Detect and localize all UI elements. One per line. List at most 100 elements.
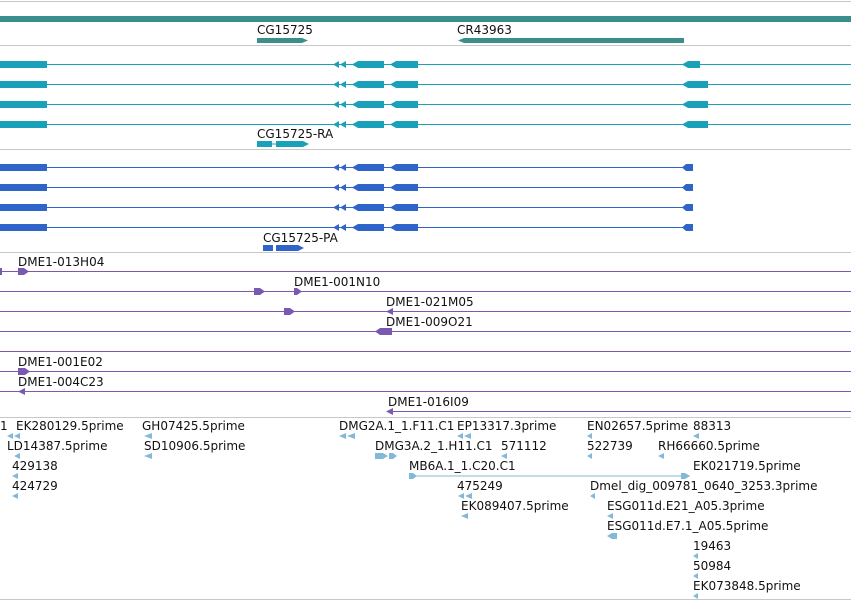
est-label[interactable]: 475249 bbox=[457, 479, 503, 493]
est-label[interactable]: GH07425.5prime bbox=[142, 419, 245, 433]
clone-label-dme1-016i09[interactable]: DME1-016I09 bbox=[388, 395, 469, 409]
clone-label-dme1-001e02[interactable]: DME1-001E02 bbox=[18, 355, 103, 369]
cds bbox=[340, 184, 346, 191]
est-label[interactable]: MB6A.1_1.C20.C1 bbox=[409, 459, 516, 473]
clone-block bbox=[386, 408, 393, 415]
est-label[interactable]: 88313 bbox=[693, 419, 731, 433]
cds bbox=[682, 204, 693, 211]
rna-label-cg15725-ra[interactable]: CG15725-RA bbox=[257, 127, 334, 141]
est-label[interactable]: ESG011d.E21_A05.3prime bbox=[607, 499, 765, 513]
clone-feature[interactable]: DME1-009O21 bbox=[0, 315, 851, 335]
gene-span-bar[interactable] bbox=[0, 16, 851, 22]
protein-track: CG15725-PA bbox=[0, 164, 693, 251]
exon bbox=[352, 61, 384, 68]
cds bbox=[0, 184, 47, 191]
est-label[interactable]: DMG2A.1_1.F11.C1 bbox=[339, 419, 454, 433]
est-marker bbox=[464, 433, 471, 439]
protein-label-cg15725-pa[interactable]: CG15725-PA bbox=[263, 231, 339, 245]
est-marker bbox=[681, 473, 690, 479]
cds bbox=[390, 224, 418, 231]
est-label[interactable]: EK021719.5prime bbox=[693, 459, 801, 473]
clone-feature[interactable]: DME1-016I09 bbox=[386, 395, 851, 415]
est-label[interactable]: 19463 bbox=[693, 539, 731, 553]
est-marker bbox=[693, 433, 699, 439]
cds bbox=[263, 245, 273, 251]
est-label[interactable]: 571112 bbox=[501, 439, 547, 453]
protein-model[interactable] bbox=[0, 224, 693, 231]
exon bbox=[682, 101, 708, 108]
cds bbox=[390, 184, 418, 191]
est-label[interactable]: EK280129.5prime bbox=[16, 419, 124, 433]
est-marker bbox=[457, 433, 463, 439]
rna-transcript[interactable] bbox=[0, 121, 851, 128]
exon bbox=[390, 121, 418, 128]
gene-cg15725-bar[interactable] bbox=[257, 38, 308, 43]
est-label[interactable]: EK089407.5prime bbox=[461, 499, 569, 513]
est-marker bbox=[144, 453, 152, 459]
est-label[interactable]: 429138 bbox=[12, 459, 58, 473]
protein-model[interactable] bbox=[0, 164, 693, 171]
clone-block bbox=[18, 388, 25, 395]
est-marker bbox=[339, 433, 346, 439]
cds bbox=[390, 204, 418, 211]
est-marker bbox=[7, 433, 13, 439]
est-label[interactable]: EK073848.5prime bbox=[693, 579, 801, 593]
clone-feature[interactable]: DME1-021M05 bbox=[0, 295, 851, 315]
rna-transcript[interactable] bbox=[0, 61, 851, 68]
exon bbox=[682, 61, 700, 68]
est-marker bbox=[347, 433, 355, 439]
gene-cr43963-bar[interactable] bbox=[458, 38, 684, 43]
rna-transcript[interactable] bbox=[0, 101, 851, 108]
clone-feature[interactable]: DME1-004C23 bbox=[0, 375, 851, 395]
est-label[interactable]: SD10906.5prime bbox=[144, 439, 245, 453]
exon bbox=[352, 81, 384, 88]
clone-block bbox=[284, 308, 295, 315]
est-label[interactable]: 50984 bbox=[693, 559, 731, 573]
exon bbox=[333, 61, 339, 68]
clone-label-dme1-001n10[interactable]: DME1-001N10 bbox=[294, 275, 380, 289]
est-label[interactable]: Dmel_dig_009781_0640_3253.3prime bbox=[590, 479, 818, 493]
est-marker bbox=[693, 553, 698, 559]
est-label[interactable]: DMG3A.2_1.H11.C1 bbox=[375, 439, 493, 453]
exon bbox=[333, 81, 339, 88]
est-marker bbox=[607, 533, 617, 539]
clone-label-dme1-004c23[interactable]: DME1-004C23 bbox=[18, 375, 104, 389]
gene-label-cr43963[interactable]: CR43963 bbox=[457, 23, 512, 37]
cds bbox=[340, 224, 346, 231]
gene-label-cg15725[interactable]: CG15725 bbox=[257, 23, 313, 37]
exon bbox=[340, 81, 346, 88]
exon bbox=[276, 141, 309, 147]
est-label[interactable]: 1 bbox=[0, 419, 8, 433]
clone-block bbox=[294, 288, 302, 295]
est-label[interactable]: LD14387.5prime bbox=[7, 439, 108, 453]
est-label[interactable]: 424729 bbox=[12, 479, 58, 493]
clone-block bbox=[18, 268, 29, 275]
est-label[interactable]: EP13317.3prime bbox=[457, 419, 556, 433]
est-marker bbox=[375, 453, 388, 459]
cds bbox=[682, 164, 693, 171]
est-label[interactable]: EN02657.5prime bbox=[587, 419, 688, 433]
clone-feature[interactable]: DME1-001E02 bbox=[0, 355, 851, 375]
clone-label-dme1-013h04[interactable]: DME1-013H04 bbox=[18, 255, 104, 269]
clone-feature[interactable]: DME1-013H04 bbox=[0, 255, 851, 275]
est-marker bbox=[458, 493, 464, 499]
clone-feature[interactable]: DME1-001N10 bbox=[0, 275, 851, 295]
clone-label-dme1-009o21[interactable]: DME1-009O21 bbox=[386, 315, 473, 329]
cds bbox=[0, 224, 47, 231]
est-label[interactable]: RH66660.5prime bbox=[658, 439, 760, 453]
est-marker bbox=[693, 573, 698, 579]
cds bbox=[0, 164, 47, 171]
est-label[interactable]: 522739 bbox=[587, 439, 633, 453]
est-label[interactable]: ESG011d.E7.1_A05.5prime bbox=[607, 519, 768, 533]
exon bbox=[257, 141, 272, 147]
protein-model-cg15725-pa[interactable] bbox=[263, 245, 304, 251]
est-marker bbox=[409, 473, 417, 479]
protein-model[interactable] bbox=[0, 204, 693, 211]
protein-model[interactable] bbox=[0, 184, 693, 191]
rna-transcript[interactable] bbox=[0, 81, 851, 88]
cds bbox=[0, 204, 47, 211]
cds bbox=[390, 164, 418, 171]
gene-track: CG15725 CR43963 bbox=[0, 16, 851, 43]
rna-transcript-cg15725-ra[interactable] bbox=[257, 141, 309, 147]
clone-label-dme1-021m05[interactable]: DME1-021M05 bbox=[386, 295, 474, 309]
